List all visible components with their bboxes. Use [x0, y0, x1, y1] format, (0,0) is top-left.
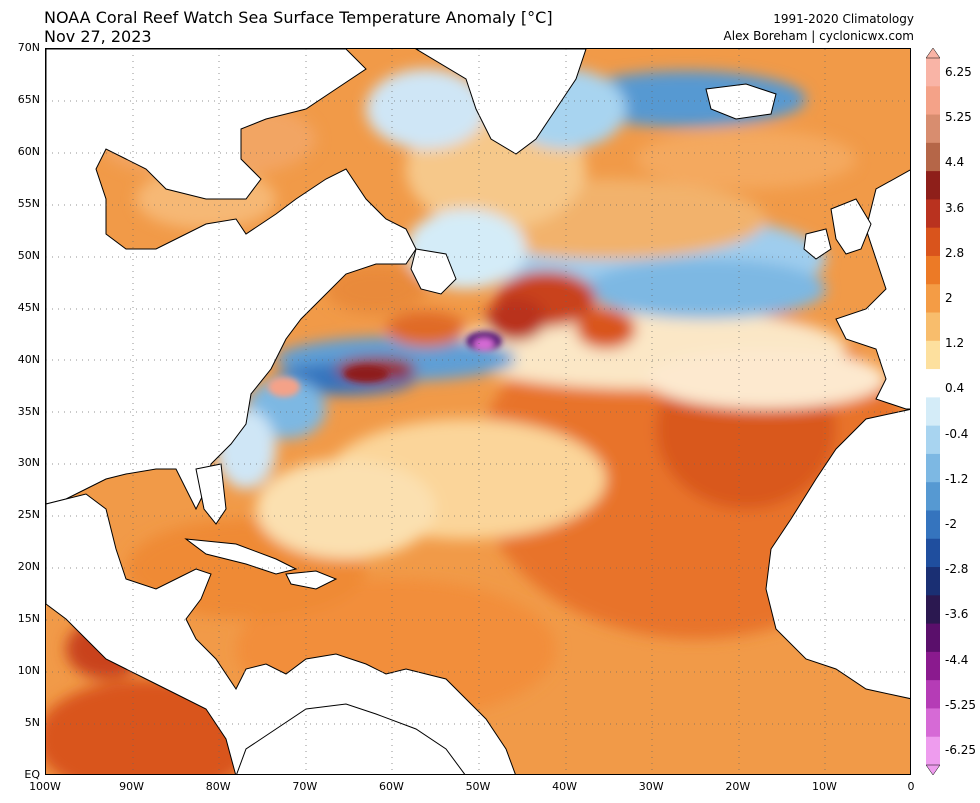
sst-anomaly-map: [45, 48, 911, 775]
lon-label: 10W: [811, 780, 837, 793]
colorbar-top-arrow: [926, 48, 940, 59]
colorbar-tick-label: -0.4: [945, 426, 969, 441]
colorbar-cell: [926, 312, 940, 342]
colorbar-cell: [926, 482, 940, 511]
lon-label: 60W: [378, 780, 404, 793]
colorbar-cell: [926, 567, 940, 596]
colorbar-cell: [926, 340, 940, 370]
colorbar-tick-label: 2.8: [945, 245, 965, 260]
lon-label: 50W: [465, 780, 491, 793]
lon-label: 30W: [638, 780, 664, 793]
attribution-block: 1991-2020 Climatology Alex Boreham | cyc…: [724, 11, 914, 45]
lat-label: 60N: [17, 144, 40, 158]
lat-label: 50N: [17, 248, 40, 262]
colorbar-cell: [926, 453, 940, 483]
lon-label: 100W: [29, 780, 61, 793]
colorbar-cell: [926, 255, 940, 285]
colorbar-cell: [926, 199, 940, 229]
colorbar-tick-label: 3.6: [945, 200, 965, 215]
lat-label: 15N: [17, 612, 40, 626]
map-canvas: [46, 49, 910, 774]
lat-label: 5N: [24, 716, 40, 730]
colorbar-cell: [926, 58, 940, 87]
colorbar-bottom-arrow: [926, 764, 940, 775]
colorbar-tick-label: -6.25: [945, 743, 977, 757]
lon-label: 0: [907, 780, 915, 793]
colorbar-cell: [926, 142, 940, 172]
lat-label: 10N: [17, 664, 40, 678]
lon-label: 40W: [552, 780, 578, 793]
colorbar-tick-label: 5.25: [945, 110, 972, 125]
graticule: [46, 49, 910, 774]
lon-label: 20W: [725, 780, 751, 793]
colorbar: [926, 48, 940, 775]
colorbar-cell: [926, 651, 940, 681]
lat-label: 25N: [17, 508, 40, 522]
credit-label: Alex Boreham | cyclonicwx.com: [723, 29, 914, 43]
colorbar-cell: [926, 425, 940, 455]
lat-label: 30N: [17, 456, 40, 470]
colorbar-tick-label: 4.4: [945, 155, 965, 170]
colorbar-cell: [926, 708, 940, 738]
colorbar-cell: [926, 86, 940, 116]
lat-label: 70N: [17, 41, 40, 54]
lat-label: 45N: [17, 300, 40, 314]
lon-label: 80W: [205, 780, 231, 793]
land: [46, 49, 910, 774]
colorbar-tick-label: -5.25: [945, 697, 977, 712]
colorbar-tick-label: 2: [945, 291, 953, 305]
colorbar-tick-label: 6.25: [945, 65, 972, 79]
colorbar-cell: [926, 284, 940, 314]
colorbar-cell: [926, 595, 940, 625]
lat-label: 55N: [17, 196, 40, 210]
colorbar-cell: [926, 680, 940, 709]
colorbar-cell: [926, 227, 940, 257]
lat-label: 35N: [17, 404, 40, 418]
lat-label: 65N: [17, 92, 40, 106]
colorbar-cell: [926, 114, 940, 144]
colorbar-cell: [926, 171, 940, 200]
lat-label: EQ: [24, 768, 40, 781]
title-block: NOAA Coral Reef Watch Sea Surface Temper…: [44, 8, 553, 46]
colorbar-cell: [926, 538, 940, 568]
colorbar-cell: [926, 369, 940, 398]
colorbar-cell: [926, 623, 940, 653]
colorbar-tick-label: -2: [945, 517, 957, 531]
colorbar-tick-label: -3.6: [945, 607, 969, 622]
climatology-label: 1991-2020 Climatology: [773, 12, 914, 26]
lat-label: 40N: [17, 352, 40, 366]
colorbar-tick-label: -2.8: [945, 562, 969, 577]
map-date: Nov 27, 2023: [44, 27, 152, 46]
sharp-anomalies: [268, 331, 502, 397]
colorbar-tick-label: -1.2: [945, 471, 969, 486]
colorbar-tick-label: 0.4: [945, 381, 965, 396]
map-title: NOAA Coral Reef Watch Sea Surface Temper…: [44, 8, 553, 27]
lat-label: 20N: [17, 560, 40, 574]
lon-label: 90W: [119, 780, 145, 793]
colorbar-tick-label: -4.4: [945, 652, 969, 667]
colorbar-cell: [926, 736, 940, 766]
colorbar-cell: [926, 397, 940, 427]
colorbar-cell: [926, 510, 940, 540]
colorbar-tick-label: 1.2: [945, 336, 965, 351]
lon-label: 70W: [292, 780, 318, 793]
